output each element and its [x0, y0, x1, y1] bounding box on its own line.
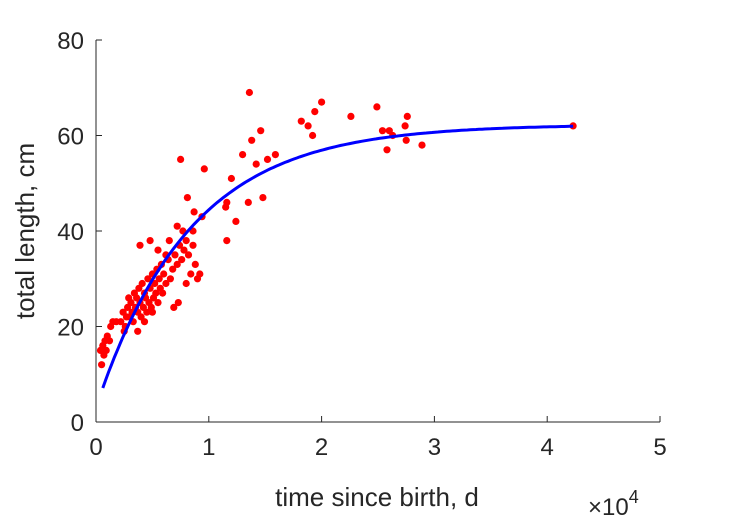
data-point	[383, 146, 391, 154]
x-tick-label: 5	[653, 434, 666, 461]
data-point	[187, 270, 195, 278]
data-point	[127, 299, 135, 307]
data-point	[136, 241, 144, 249]
data-point	[102, 346, 110, 354]
data-point	[227, 174, 235, 183]
data-point	[143, 308, 151, 316]
data-point	[178, 256, 186, 264]
data-point	[173, 260, 181, 268]
data-point	[138, 279, 146, 288]
data-point	[159, 289, 167, 297]
data-point	[223, 237, 231, 245]
data-point	[146, 237, 154, 245]
data-point	[257, 127, 265, 135]
data-point	[182, 279, 190, 288]
data-point	[174, 299, 182, 307]
axes: 0 1 2 3 4 5 0 20 40 60 80	[57, 28, 666, 461]
x-tick-label: 4	[541, 434, 554, 461]
x-tick-label: 0	[89, 434, 102, 461]
data-point	[182, 237, 190, 245]
x-exponent-power: 4	[629, 487, 639, 507]
data-point	[162, 279, 170, 288]
x-tick-label: 2	[315, 434, 328, 461]
data-point	[232, 217, 240, 225]
data-point	[373, 103, 381, 111]
data-point	[200, 165, 208, 173]
data-point	[184, 251, 193, 259]
data-point	[259, 194, 267, 202]
data-point	[189, 241, 197, 249]
data-point	[271, 151, 279, 159]
data-point	[402, 136, 410, 144]
data-point	[248, 136, 256, 144]
data-point	[403, 112, 411, 120]
data-point	[165, 237, 173, 245]
data-point	[171, 251, 179, 259]
data-point	[152, 289, 160, 297]
data-point	[183, 194, 191, 202]
x-tick-label: 3	[428, 434, 441, 461]
data-point	[378, 127, 387, 135]
data-point	[180, 246, 188, 254]
data-point	[318, 98, 326, 106]
fit-curve	[101, 124, 574, 389]
data-point	[117, 318, 125, 326]
data-point	[401, 122, 409, 130]
data-point	[311, 108, 319, 116]
data-point	[418, 141, 426, 149]
data-point	[252, 160, 260, 168]
data-point	[177, 155, 185, 163]
data-point	[304, 122, 312, 130]
data-point	[223, 198, 231, 206]
x-exponent-label: ×104	[588, 487, 639, 521]
data-point	[191, 260, 199, 268]
data-point	[105, 337, 114, 345]
data-point	[134, 327, 142, 335]
x-exponent-base: ×10	[588, 494, 629, 521]
y-tick-label: 80	[57, 28, 84, 55]
data-point	[347, 112, 355, 120]
data-point	[154, 299, 162, 307]
data-point	[239, 151, 247, 159]
x-tick-label: 1	[202, 434, 215, 461]
data-point	[170, 303, 178, 311]
y-tick-label: 60	[57, 124, 84, 151]
data-point	[166, 275, 174, 283]
y-tick-label: 20	[57, 315, 84, 342]
x-axis-label: time since birth, d	[275, 482, 479, 512]
data-point	[309, 131, 317, 140]
data-point	[148, 308, 156, 316]
data-point	[244, 198, 252, 206]
data-point	[154, 246, 162, 254]
data-point	[160, 270, 168, 278]
data-point	[144, 275, 152, 283]
data-point	[98, 361, 106, 369]
data-point	[263, 155, 272, 163]
data-point	[140, 318, 149, 326]
y-tick-label: 0	[71, 410, 84, 437]
data-point	[173, 222, 181, 230]
data-point	[297, 117, 305, 125]
y-axis-label: total length, cm	[10, 143, 40, 319]
data-marks	[96, 88, 577, 389]
data-point	[196, 270, 204, 278]
data-point	[155, 275, 163, 283]
data-point	[169, 265, 177, 273]
data-point	[190, 208, 198, 216]
data-point	[245, 88, 253, 97]
y-tick-label: 40	[57, 219, 84, 246]
